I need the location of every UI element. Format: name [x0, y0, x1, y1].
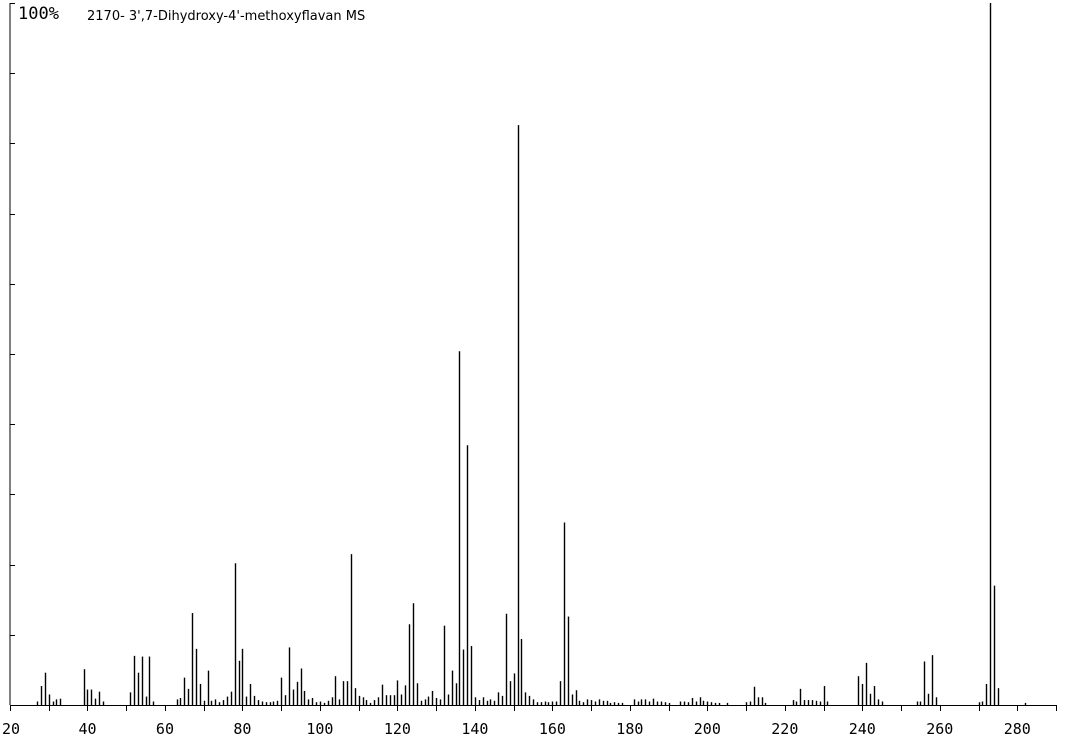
x-tick-label-160: 160 — [539, 720, 566, 737]
x-tick-label-140: 140 — [461, 720, 488, 737]
x-axis: 20 40 60 80 100 120 140 160 180 200 220 240 260 280 — [2, 705, 1057, 737]
x-tick-label-240: 240 — [849, 720, 876, 737]
x-tick-label-40: 40 — [78, 720, 96, 737]
x-tick-label-60: 60 — [156, 720, 174, 737]
x-tick-label-280: 280 — [1004, 720, 1031, 737]
x-tick-label-180: 180 — [616, 720, 643, 737]
x-tick-label-100: 100 — [306, 720, 333, 737]
y-axis — [9, 3, 15, 706]
x-tick-label-200: 200 — [694, 720, 721, 737]
spectrum-peaks — [36, 3, 1027, 705]
x-tick-label-220: 220 — [771, 720, 798, 737]
x-tick-label-260: 260 — [926, 720, 953, 737]
y-axis-max-label: 100% — [18, 4, 59, 24]
x-tick-label-120: 120 — [384, 720, 411, 737]
x-tick-label-80: 80 — [233, 720, 251, 737]
chart-title: 2170- 3',7-Dihydroxy-4'-methoxyflavan MS — [87, 9, 365, 24]
x-tick-label-20: 20 — [2, 720, 20, 737]
